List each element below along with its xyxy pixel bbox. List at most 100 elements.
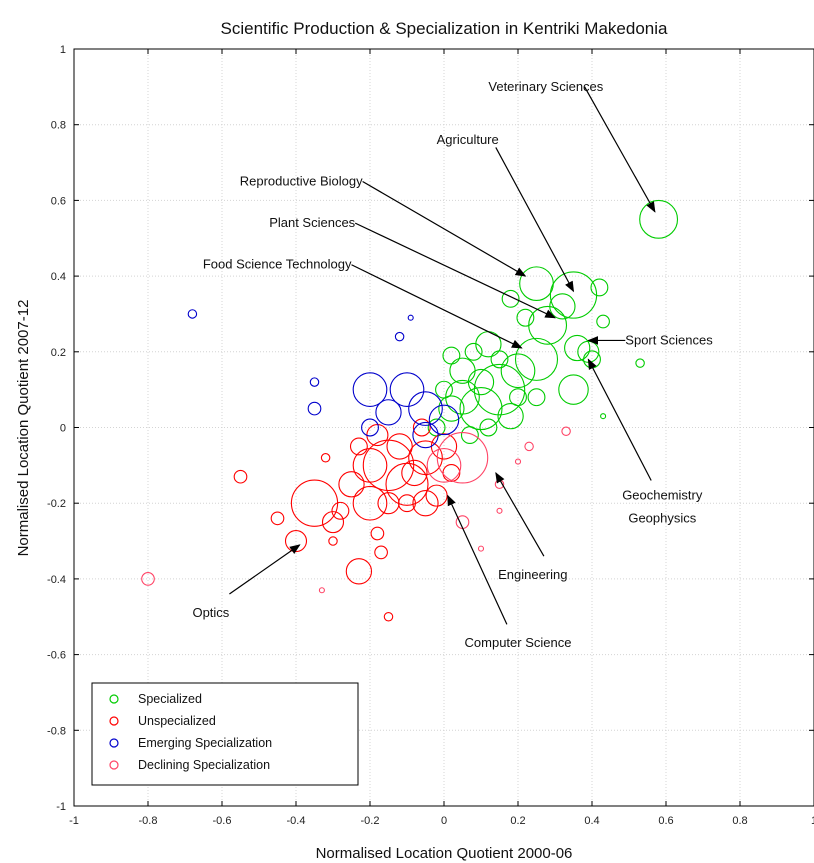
data-point [389, 372, 425, 408]
legend-marker [109, 760, 119, 770]
data-point [436, 432, 489, 484]
x-tick-label: -0.4 [287, 815, 306, 827]
data-point [383, 611, 394, 622]
data-point [331, 501, 350, 520]
legend-label: Specialized [138, 692, 202, 706]
data-point [438, 395, 465, 422]
data-points [141, 199, 679, 622]
annotation-engineering: Engineering [498, 567, 567, 582]
y-tick-label: -0.6 [47, 650, 66, 662]
y-tick-label: 0.6 [51, 195, 66, 207]
data-point [496, 507, 503, 514]
data-point [370, 526, 385, 541]
data-point [635, 358, 645, 368]
annotation-sport: Sport Sciences [625, 332, 713, 347]
data-point [473, 363, 526, 416]
y-tick-label: -0.8 [47, 725, 66, 737]
x-tick-label: -0.8 [139, 815, 158, 827]
y-tick-label: 1 [60, 44, 66, 56]
data-point [435, 380, 453, 399]
data-point [442, 346, 461, 365]
legend: Specialized Unspecialized Emerging Special… [91, 682, 359, 786]
data-point [375, 399, 402, 426]
y-tick-label: -0.2 [47, 498, 66, 510]
data-point [233, 469, 248, 484]
data-point [428, 404, 460, 436]
x-tick-label: -0.6 [213, 815, 232, 827]
legend-marker [109, 738, 119, 748]
annotation-arrow-computer [447, 494, 508, 625]
data-point [386, 433, 413, 460]
annotations: Veterinary Sciences Agriculture Reproducti… [192, 79, 713, 650]
annotation-agriculture: Agriculture [437, 132, 499, 147]
data-point [345, 558, 373, 585]
data-point [412, 418, 431, 437]
legend-label: Declining Specialization [138, 758, 270, 772]
data-point [426, 448, 462, 483]
data-point [477, 545, 485, 552]
data-point [514, 458, 522, 465]
axis-ticks: -1 -0.8 -0.6 -0.4 -0.2 0 0.2 0.4 0.6 0.8 1 -1 -0.8 -0… [47, 44, 814, 827]
x-tick-label: 1 [811, 815, 814, 827]
data-point [352, 372, 388, 408]
data-point [320, 453, 331, 463]
data-point [596, 314, 610, 329]
series-1 [233, 418, 461, 622]
x-tick-label: 0.6 [658, 815, 673, 827]
data-point [187, 309, 198, 319]
data-point [412, 490, 439, 517]
annotation-reproductive: Reproductive Biology [240, 173, 363, 188]
data-point [497, 402, 524, 430]
x-axis-label: Normalised Location Quotient 2000-06 [316, 845, 573, 862]
annotation-arrow-engineering [495, 471, 545, 557]
annotation-arrow-plant [354, 222, 556, 319]
legend-marker [109, 716, 119, 726]
data-point [519, 266, 554, 302]
data-point [460, 426, 479, 445]
data-point [352, 485, 388, 521]
data-point [558, 374, 589, 405]
x-tick-label: 0 [441, 815, 447, 827]
data-point [516, 308, 535, 327]
data-point [374, 545, 388, 560]
y-axis-label: Normalised Location Quotient 2007-12 [15, 300, 32, 557]
data-point [514, 337, 559, 381]
data-point [328, 536, 338, 546]
data-point [408, 440, 443, 476]
data-point [407, 314, 414, 321]
data-point [590, 278, 609, 297]
annotation-plant: Plant Sciences [269, 215, 355, 230]
data-point [561, 426, 571, 437]
x-tick-label: 0.4 [584, 815, 599, 827]
x-tick-label: 0.2 [510, 815, 525, 827]
data-point [141, 572, 155, 586]
annotation-arrow-geochem [587, 358, 652, 481]
data-point [321, 511, 345, 534]
legend-label: Unspecialized [138, 714, 216, 728]
y-tick-label: 0.2 [51, 347, 66, 359]
x-tick-label: 0.8 [732, 815, 747, 827]
data-point [527, 388, 546, 407]
data-point [270, 511, 285, 526]
legend-label: Emerging Specialization [138, 736, 272, 750]
annotation-veterinary: Veterinary Sciences [488, 79, 603, 94]
data-point [412, 421, 439, 449]
data-point [479, 418, 498, 437]
x-tick-label: -1 [69, 815, 79, 827]
x-tick-label: -0.2 [361, 815, 380, 827]
data-point [385, 462, 429, 506]
annotation-computer: Computer Science [465, 635, 572, 650]
data-point [430, 433, 458, 460]
data-point [564, 334, 591, 362]
data-point [549, 293, 576, 320]
data-point [600, 413, 607, 420]
annotation-food: Food Science Technology [203, 257, 352, 272]
data-point [352, 448, 388, 483]
data-point [464, 342, 483, 361]
annotation-geophys: Geophysics [628, 510, 696, 525]
y-tick-label: -1 [56, 801, 66, 813]
data-point [490, 350, 509, 369]
data-point [639, 199, 679, 239]
annotation-optics: Optics [192, 605, 229, 620]
